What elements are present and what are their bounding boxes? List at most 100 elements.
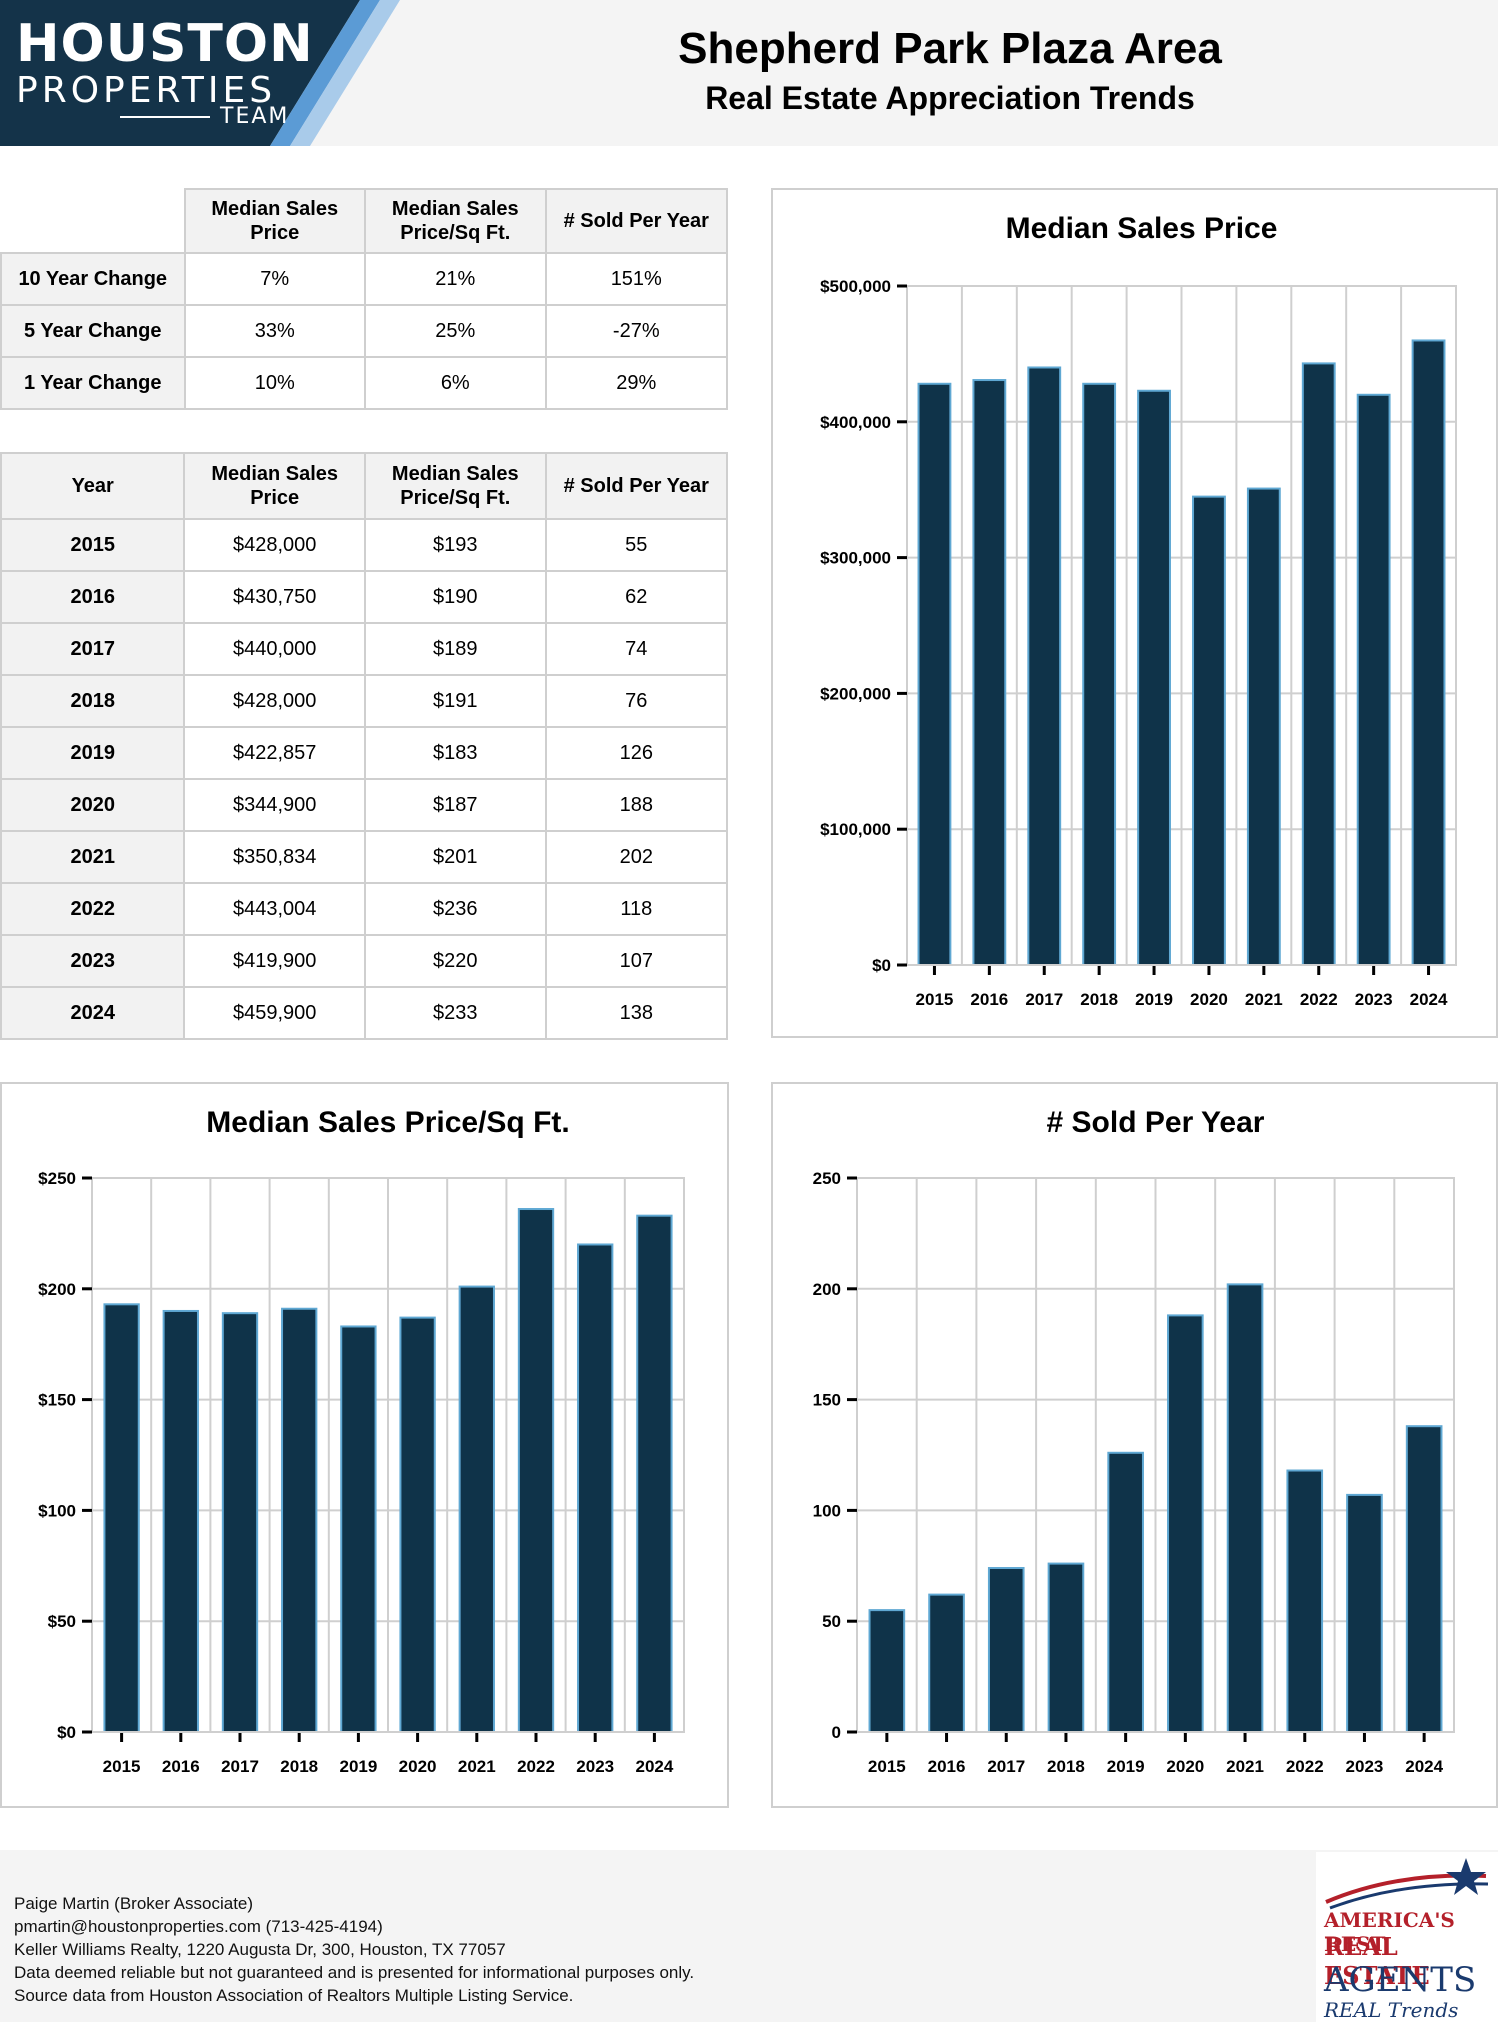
y-tick-label: 100 bbox=[813, 1501, 841, 1520]
bar-2018 bbox=[1047, 1562, 1085, 1734]
table-row: 2020 $344,900 $187 188 bbox=[0, 778, 729, 832]
year-table-header-row: Year Median Sales Price Median Sales Pri… bbox=[0, 452, 729, 520]
change-cell: 7% bbox=[183, 252, 366, 306]
price-sqft-cell: $220 bbox=[363, 934, 547, 988]
x-tick-label: 2022 bbox=[1286, 1757, 1324, 1776]
bar-2017 bbox=[221, 1312, 259, 1733]
bar-2021 bbox=[1246, 487, 1281, 966]
x-tick-label: 2016 bbox=[970, 990, 1008, 1009]
change-header-price: Median Sales Price bbox=[183, 188, 366, 254]
price-cell: $419,900 bbox=[183, 934, 366, 988]
x-tick-label: 2024 bbox=[635, 1757, 673, 1776]
x-tick-label: 2016 bbox=[928, 1757, 966, 1776]
year-cell: 2016 bbox=[0, 570, 186, 624]
price-sqft-chart-svg: Median Sales Price/Sq Ft. $0 $50 $100 $150 $2… bbox=[38, 1106, 685, 1776]
bar-2024 bbox=[1405, 1425, 1443, 1733]
change-row-label: 10 Year Change bbox=[0, 252, 186, 306]
y-tick-label: 250 bbox=[813, 1169, 841, 1188]
price-sqft-cell: $189 bbox=[363, 622, 547, 676]
change-table-header-row: Median Sales Price Median Sales Price/Sq… bbox=[0, 188, 729, 254]
x-tick-label: 2024 bbox=[1410, 990, 1448, 1009]
logo-properties: PROPERTIES bbox=[16, 70, 277, 111]
price-sqft-cell: $193 bbox=[363, 518, 547, 572]
bar-2016 bbox=[972, 379, 1007, 966]
year-header-price-sqft: Median Sales Price/Sq Ft. bbox=[363, 452, 547, 520]
year-header-price: Median Sales Price bbox=[183, 452, 366, 520]
chart-title: # Sold Per Year bbox=[1047, 1106, 1265, 1139]
bar-2019 bbox=[1107, 1451, 1144, 1733]
badge-line1: AMERICA'S BEST bbox=[1324, 1908, 1455, 1956]
y-tick-label: $300,000 bbox=[820, 549, 891, 568]
price-cell: $459,900 bbox=[183, 986, 366, 1040]
table-row: 2024 $459,900 $233 138 bbox=[0, 986, 729, 1040]
table-row: 2022 $443,004 $236 118 bbox=[0, 882, 729, 936]
price-sqft-cell: $236 bbox=[363, 882, 547, 936]
x-tick-label: 2024 bbox=[1405, 1757, 1443, 1776]
price-cell: $422,857 bbox=[183, 726, 366, 780]
change-row-label: 1 Year Change bbox=[0, 356, 186, 410]
x-tick-label: 2023 bbox=[1355, 990, 1393, 1009]
year-header-sold: # Sold Per Year bbox=[544, 452, 729, 520]
bar-2021 bbox=[1226, 1283, 1264, 1733]
bar-2017 bbox=[1027, 366, 1062, 967]
change-cell: 25% bbox=[364, 304, 547, 358]
table-row: 2018 $428,000 $191 76 bbox=[0, 674, 729, 728]
bar-2022 bbox=[517, 1208, 555, 1734]
x-tick-label: 2020 bbox=[1166, 1757, 1204, 1776]
page-subtitle: Real Estate Appreciation Trends bbox=[705, 80, 1195, 116]
bar-2019 bbox=[1137, 389, 1171, 966]
change-cell: 151% bbox=[544, 252, 729, 306]
bar-2022 bbox=[1301, 362, 1336, 966]
sold-cell: 202 bbox=[544, 830, 729, 884]
bar-2015 bbox=[868, 1609, 906, 1733]
x-tick-label: 2021 bbox=[1245, 990, 1283, 1009]
price-sqft-cell: $183 bbox=[363, 726, 547, 780]
sold-cell: 107 bbox=[544, 934, 729, 988]
sold-cell: 188 bbox=[544, 778, 729, 832]
year-cell: 2020 bbox=[0, 778, 186, 832]
table-row: 10 Year Change 7% 21% 151% bbox=[0, 252, 729, 306]
badge-line4: REAL Trends bbox=[1324, 1998, 1459, 2022]
price-cell: $443,004 bbox=[183, 882, 366, 936]
sold-cell: 126 bbox=[544, 726, 729, 780]
price-cell: $428,000 bbox=[183, 674, 366, 728]
y-tick-label: $250 bbox=[38, 1169, 76, 1188]
badge-line2: REAL ESTATE bbox=[1324, 1932, 1430, 1990]
change-cell: 33% bbox=[183, 304, 366, 358]
x-tick-label: 2020 bbox=[399, 1757, 437, 1776]
year-header-year: Year bbox=[0, 452, 186, 520]
price-sqft-chart: Median Sales Price/Sq Ft. $0 $50 $100 $150 $2… bbox=[0, 1082, 729, 1808]
y-tick-label: $200 bbox=[38, 1280, 76, 1299]
price-sqft-cell: $233 bbox=[363, 986, 547, 1040]
price-sqft-cell: $201 bbox=[363, 830, 547, 884]
x-tick-label: 2020 bbox=[1190, 990, 1228, 1009]
bar-2018 bbox=[1082, 382, 1117, 966]
logo[interactable]: HOUSTON PROPERTIES TEAM bbox=[0, 0, 410, 146]
year-cell: 2015 bbox=[0, 518, 186, 572]
bar-2020 bbox=[399, 1316, 436, 1733]
agent-contact[interactable]: pmartin@houstonproperties.com (713-425-4… bbox=[14, 1917, 383, 1936]
x-tick-label: 2023 bbox=[1346, 1757, 1384, 1776]
sold-cell: 76 bbox=[544, 674, 729, 728]
bar-2015 bbox=[917, 382, 952, 966]
bar-2021 bbox=[458, 1285, 495, 1733]
table-row: 2017 $440,000 $189 74 bbox=[0, 622, 729, 676]
price-sqft-cell: $190 bbox=[363, 570, 547, 624]
y-tick-label: $500,000 bbox=[820, 277, 891, 296]
change-table: Median Sales Price Median Sales Price/Sq… bbox=[0, 188, 729, 410]
star-swoosh-icon bbox=[1325, 1858, 1489, 1910]
change-header-sold: # Sold Per Year bbox=[544, 188, 729, 254]
y-tick-label: $400,000 bbox=[820, 413, 891, 432]
x-tick-label: 2022 bbox=[1300, 990, 1338, 1009]
change-cell: 6% bbox=[364, 356, 547, 410]
x-tick-label: 2018 bbox=[1047, 1757, 1085, 1776]
badge-line3: AGENTS bbox=[1324, 1960, 1477, 2000]
footer-text: Paige Martin (Broker Associate) pmartin@… bbox=[14, 1892, 694, 2007]
year-cell: 2018 bbox=[0, 674, 186, 728]
change-cell: 21% bbox=[364, 252, 547, 306]
bar-2017 bbox=[987, 1567, 1025, 1733]
year-cell: 2017 bbox=[0, 622, 186, 676]
agent-office: Keller Williams Realty, 1220 Augusta Dr,… bbox=[14, 1940, 506, 1959]
bar-2020 bbox=[1192, 495, 1226, 966]
page-title: Shepherd Park Plaza Area bbox=[678, 24, 1222, 73]
